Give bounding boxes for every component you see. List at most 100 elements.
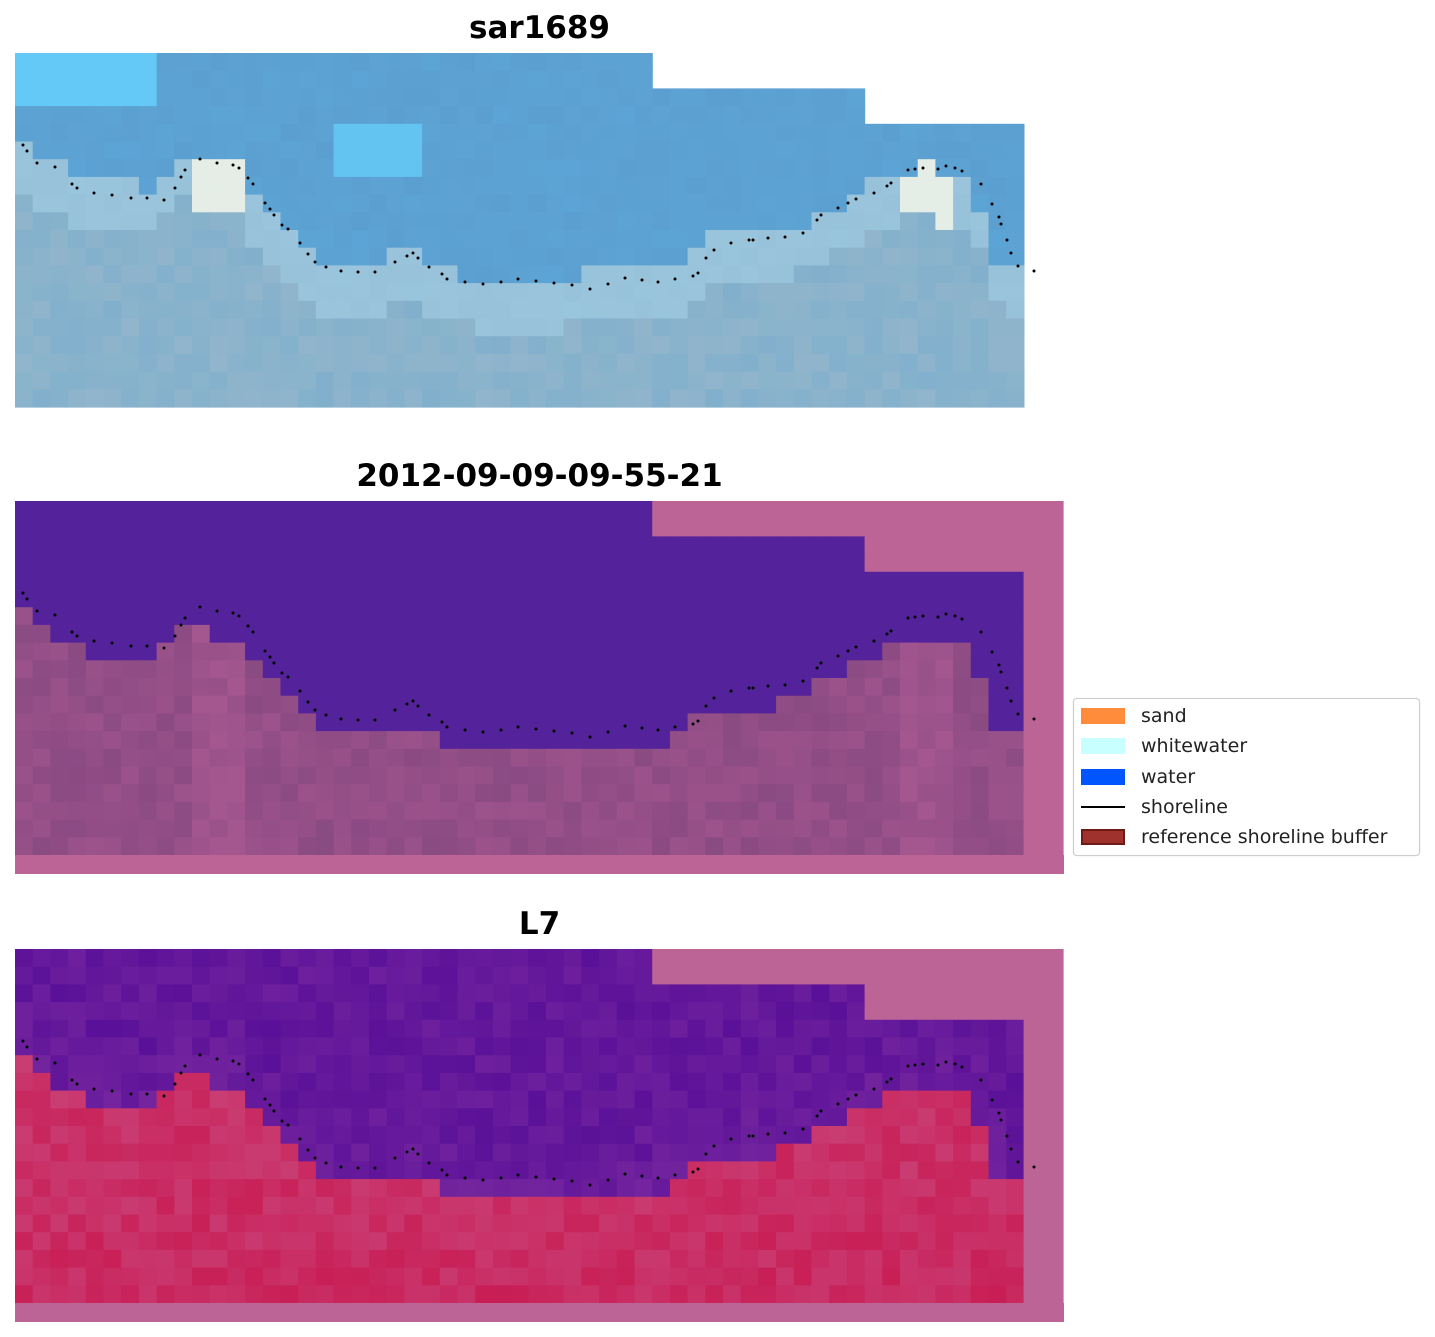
raster-cell [457,176,476,196]
raster-cell [298,1161,317,1180]
raster-cell [315,571,335,591]
raster-cell [315,589,335,608]
raster-cell [492,141,512,160]
raster-cell [846,389,866,408]
raster-cell [864,1126,883,1145]
shoreline-dot [179,623,183,627]
raster-cell [953,837,972,856]
raster-cell [970,265,990,284]
raster-cell [227,1055,246,1074]
raster-cell [882,554,901,573]
raster-cell [793,624,813,644]
raster-cell [900,265,919,284]
raster-cell [439,501,459,520]
shoreline-dot [997,215,1001,219]
raster-cell [669,784,689,803]
raster-cell [315,389,335,408]
raster-cell [970,837,990,856]
raster-cell [315,837,335,856]
raster-cell [705,176,724,196]
raster-cell [138,159,158,178]
raster-cell [121,966,140,985]
raster-cell [510,353,529,373]
raster-cell [846,1037,866,1056]
raster-cell [900,247,919,266]
raster-cell [652,283,671,302]
raster-cell [50,748,69,768]
raster-cell [669,1285,689,1304]
raster-cell [652,1072,671,1092]
raster-cell [156,1232,175,1251]
shoreline-dot [280,223,284,227]
raster-cell [280,501,299,520]
raster-cell [811,1179,830,1198]
raster-cell [15,984,34,1003]
raster-cell [492,766,512,785]
shoreline-dot [324,713,328,717]
raster-cell [988,247,1007,266]
buffer-swatch [1081,829,1125,845]
raster-cell [811,230,830,249]
raster-cell [209,678,228,697]
raster-cell [369,318,388,337]
raster-cell [528,660,547,679]
raster-cell [280,1267,299,1286]
raster-cell [103,1285,122,1304]
raster-cell [457,300,476,320]
raster-cell [280,695,299,714]
shoreline-dot [70,630,74,634]
raster-cell [829,695,848,714]
raster-cell [262,212,282,231]
raster-cell [457,660,476,679]
raster-cell [404,624,423,644]
raster-cell [599,106,618,125]
raster-cell [740,318,759,337]
raster-cell [492,1196,512,1216]
raster-cell [616,53,636,72]
shoreline-dot [766,1132,770,1136]
raster-cell [705,318,724,337]
raster-cell [492,966,512,985]
shoreline-dot [606,282,610,286]
shoreline-dot [913,615,917,619]
raster-cell [50,88,69,107]
raster-cell [227,1002,246,1021]
raster-cell [439,642,459,661]
raster-cell [581,589,600,608]
raster-cell [793,1179,813,1198]
raster-cell [935,1161,954,1180]
raster-cell [669,819,689,838]
raster-cell [192,247,211,266]
raster-cell [227,336,246,355]
raster-cell [563,589,582,608]
raster-cell [988,660,1007,679]
raster-cell [192,389,211,408]
raster-cell [351,554,370,573]
raster-cell [776,230,795,249]
raster-cell [156,389,175,408]
raster-cell [758,1090,777,1109]
raster-cell [475,1108,494,1127]
raster-cell [192,571,211,591]
raster-cell [32,1108,51,1127]
raster-cell [32,748,51,768]
raster-cell [280,300,299,320]
raster-cell [687,283,706,302]
raster-cell [103,642,122,661]
raster-cell [563,230,582,249]
raster-cell [970,230,990,249]
raster-cell [1006,176,1025,196]
raster-cell [315,642,335,661]
raster-cell [174,283,193,302]
raster-cell [563,159,582,178]
raster-cell [138,1179,158,1198]
raster-cell [298,966,317,985]
raster-cell [687,1072,706,1092]
raster-cell [758,642,777,661]
raster-cell [280,283,299,302]
raster-cell [121,1267,140,1286]
raster-cell [846,1090,866,1109]
raster-cell [705,607,724,626]
raster-cell [68,801,87,821]
raster-cell [563,984,582,1003]
